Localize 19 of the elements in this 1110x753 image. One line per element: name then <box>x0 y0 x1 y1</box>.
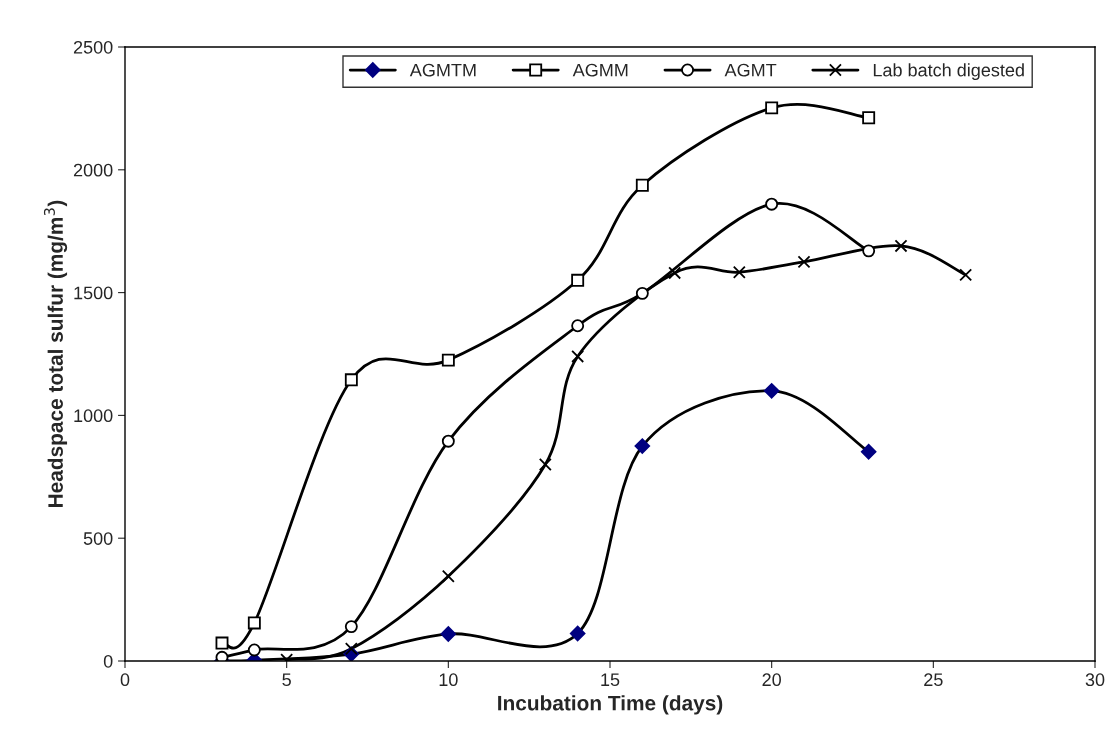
y-axis-title: Headspace total sulfur (mg/m$^{3}$) <box>43 200 68 507</box>
x-tick-label: 15 <box>601 673 620 687</box>
x-tick-label: 20 <box>762 673 781 687</box>
y-tick-label: 500 <box>83 532 113 545</box>
legend-label: AGMT <box>724 63 777 77</box>
x-tick-label: 30 <box>1085 673 1105 687</box>
y-tick-label: 2000 <box>73 163 113 177</box>
legend-label: AGMM <box>572 63 628 77</box>
x-tick-label: 5 <box>282 673 291 687</box>
y-tick-label: 1500 <box>74 286 113 300</box>
legend-label: AGMTM <box>409 63 476 77</box>
x-tick-label: 25 <box>924 673 943 687</box>
x-tick-label: 0 <box>120 673 130 687</box>
x-tick-label: 10 <box>439 673 458 687</box>
legend-label: Lab batch digested <box>873 63 1024 81</box>
y-tick-label: 0 <box>103 654 113 668</box>
x-axis-title: Incubation Time (days) <box>498 695 723 715</box>
y-tick-label: 2500 <box>73 40 113 54</box>
y-tick-label: 1000 <box>74 409 113 423</box>
